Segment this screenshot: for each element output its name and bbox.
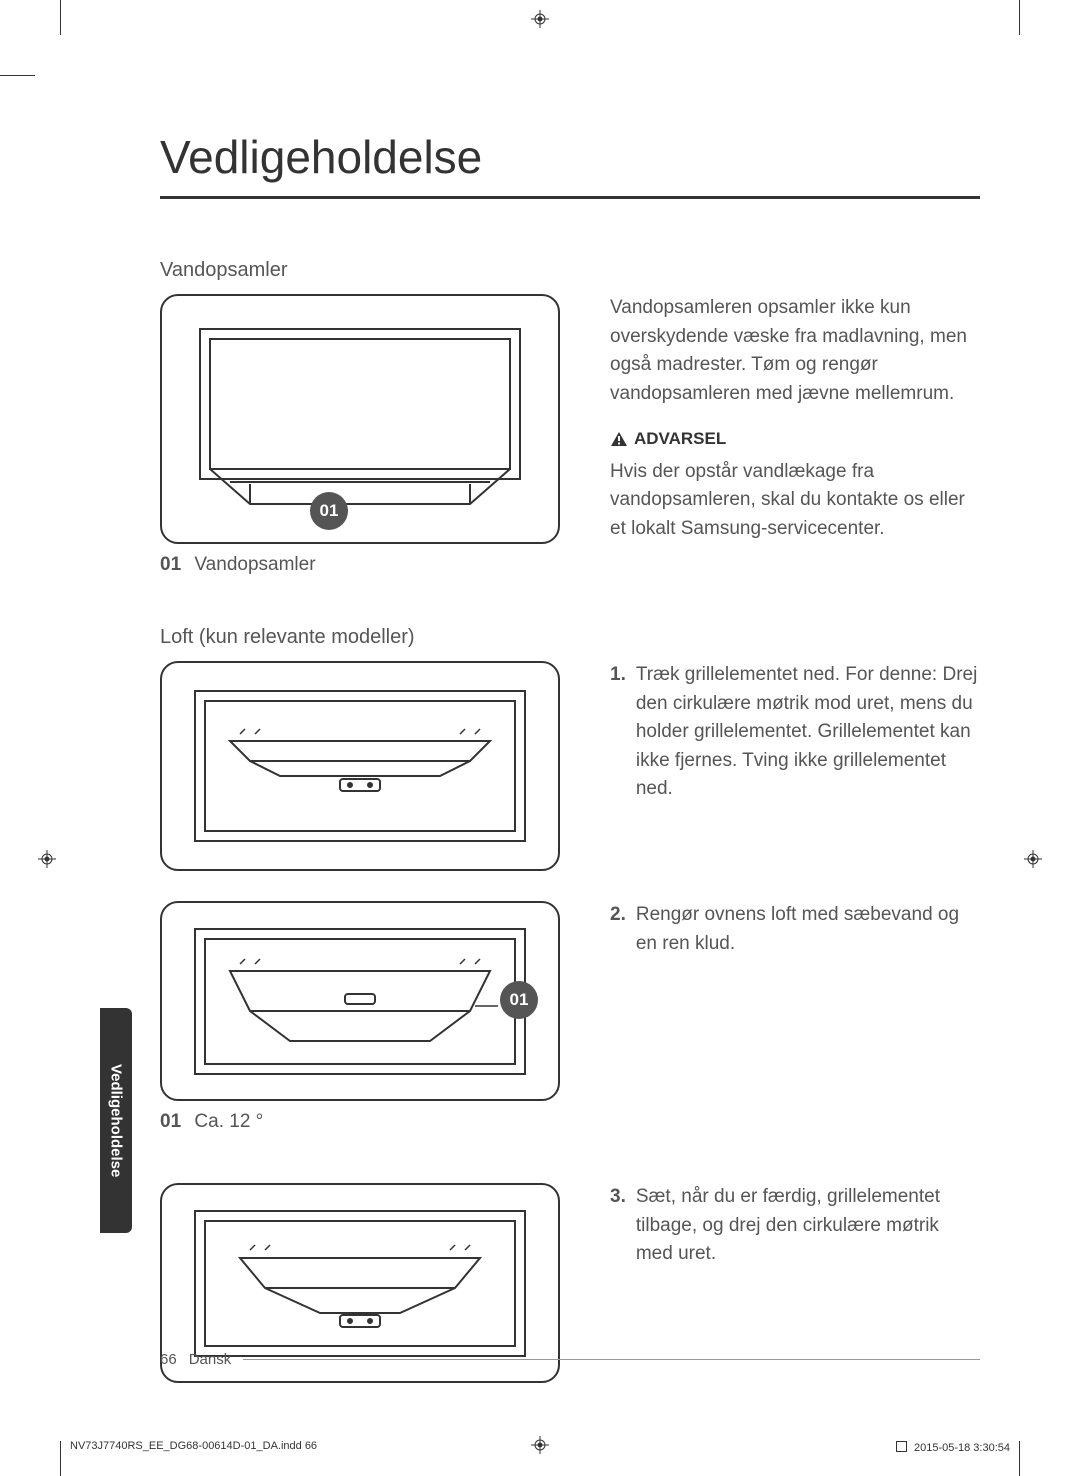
callout-label: 01 [510, 990, 529, 1010]
callout-01: 01 [500, 981, 538, 1019]
vandopsamler-illustration: 01 [160, 294, 560, 544]
callout-label: 01 [320, 501, 339, 521]
page-title: Vedligeholdelse [160, 130, 980, 199]
step-num: 1. [610, 661, 626, 804]
grill-tilted-illustration: 01 [160, 901, 560, 1101]
section2-row1: 1. Træk grillelementet ned. For denne: D… [160, 661, 980, 871]
caption-text: Vandopsamler [194, 554, 315, 575]
section1-paragraph: Vandopsamleren opsamler ikke kun oversky… [610, 294, 980, 408]
grill-tilted-svg [170, 911, 550, 1091]
print-file: NV73J7740RS_EE_DG68-00614D-01_DA.indd 66 [70, 1440, 317, 1454]
grill-back-svg [170, 1193, 550, 1373]
print-footer: NV73J7740RS_EE_DG68-00614D-01_DA.indd 66… [70, 1440, 1010, 1454]
warning-label: ADVARSEL [610, 426, 980, 452]
grill-flat-illustration [160, 661, 560, 871]
calendar-icon [896, 1441, 907, 1452]
registration-mark-icon [531, 10, 549, 28]
numbered-step: 2. Rengør ovnens loft med sæbevand og en… [610, 901, 980, 958]
numbered-step: 3. Sæt, når du er færdig, grillelementet… [610, 1183, 980, 1269]
step-num: 3. [610, 1183, 626, 1269]
registration-mark-icon [1024, 850, 1042, 868]
side-tab-label: Vedligeholdelse [108, 1064, 125, 1177]
section1-heading: Vandopsamler [160, 259, 980, 282]
illustration-col: 01 01 Ca. 12 ° [160, 901, 560, 1153]
section1-caption: 01 Vandopsamler [160, 554, 560, 576]
step-num: 2. [610, 901, 626, 958]
print-timestamp: 2015-05-18 3:30:54 [896, 1440, 1010, 1454]
warning-text-label: ADVARSEL [634, 426, 726, 452]
section2-caption: 01 Ca. 12 ° [160, 1111, 560, 1133]
page-footer: 66 Dansk [160, 1351, 980, 1368]
warning-icon [610, 431, 628, 447]
page-language: Dansk [189, 1351, 232, 1368]
footer-divider [243, 1359, 980, 1360]
caption-text: Ca. 12 ° [194, 1111, 263, 1132]
section2-heading: Loft (kun relevante modeller) [160, 626, 980, 649]
step-text: Træk grillelementet ned. For denne: Drej… [636, 661, 980, 804]
crop-mark [1019, 1441, 1020, 1476]
callout-01: 01 [310, 492, 348, 530]
numbered-step: 1. Træk grillelementet ned. For denne: D… [610, 661, 980, 804]
step2-text: 2. Rengør ovnens loft med sæbevand og en… [610, 901, 980, 1153]
section1-text: Vandopsamleren opsamler ikke kun oversky… [610, 294, 980, 596]
oven-drawer-svg [170, 304, 550, 534]
caption-num: 01 [160, 1111, 181, 1132]
side-tab: Vedligeholdelse [100, 1008, 132, 1233]
crop-mark [60, 1441, 61, 1476]
crop-mark [60, 0, 61, 35]
section1-row: 01 01 Vandopsamler Vandopsamleren opsaml… [160, 294, 980, 596]
caption-num: 01 [160, 554, 181, 575]
page-content: Vedligeholdelse Vandopsamler [160, 130, 980, 1416]
step-text: Rengør ovnens loft med sæbevand og en re… [636, 901, 980, 958]
step1-text: 1. Træk grillelementet ned. For denne: D… [610, 661, 980, 871]
illustration-col [160, 661, 560, 871]
section2-row2: 01 01 Ca. 12 ° 2. Rengør ovnens loft med… [160, 901, 980, 1153]
crop-mark [1019, 0, 1020, 35]
grill-flat-svg [170, 671, 550, 861]
step-text: Sæt, når du er færdig, grillelementet ti… [636, 1183, 980, 1269]
warning-paragraph: Hvis der opstår vandlækage fra vandopsam… [610, 458, 980, 544]
registration-mark-icon [38, 850, 56, 868]
illustration-col: 01 01 Vandopsamler [160, 294, 560, 596]
crop-mark [0, 75, 35, 76]
page-number: 66 [160, 1351, 177, 1368]
